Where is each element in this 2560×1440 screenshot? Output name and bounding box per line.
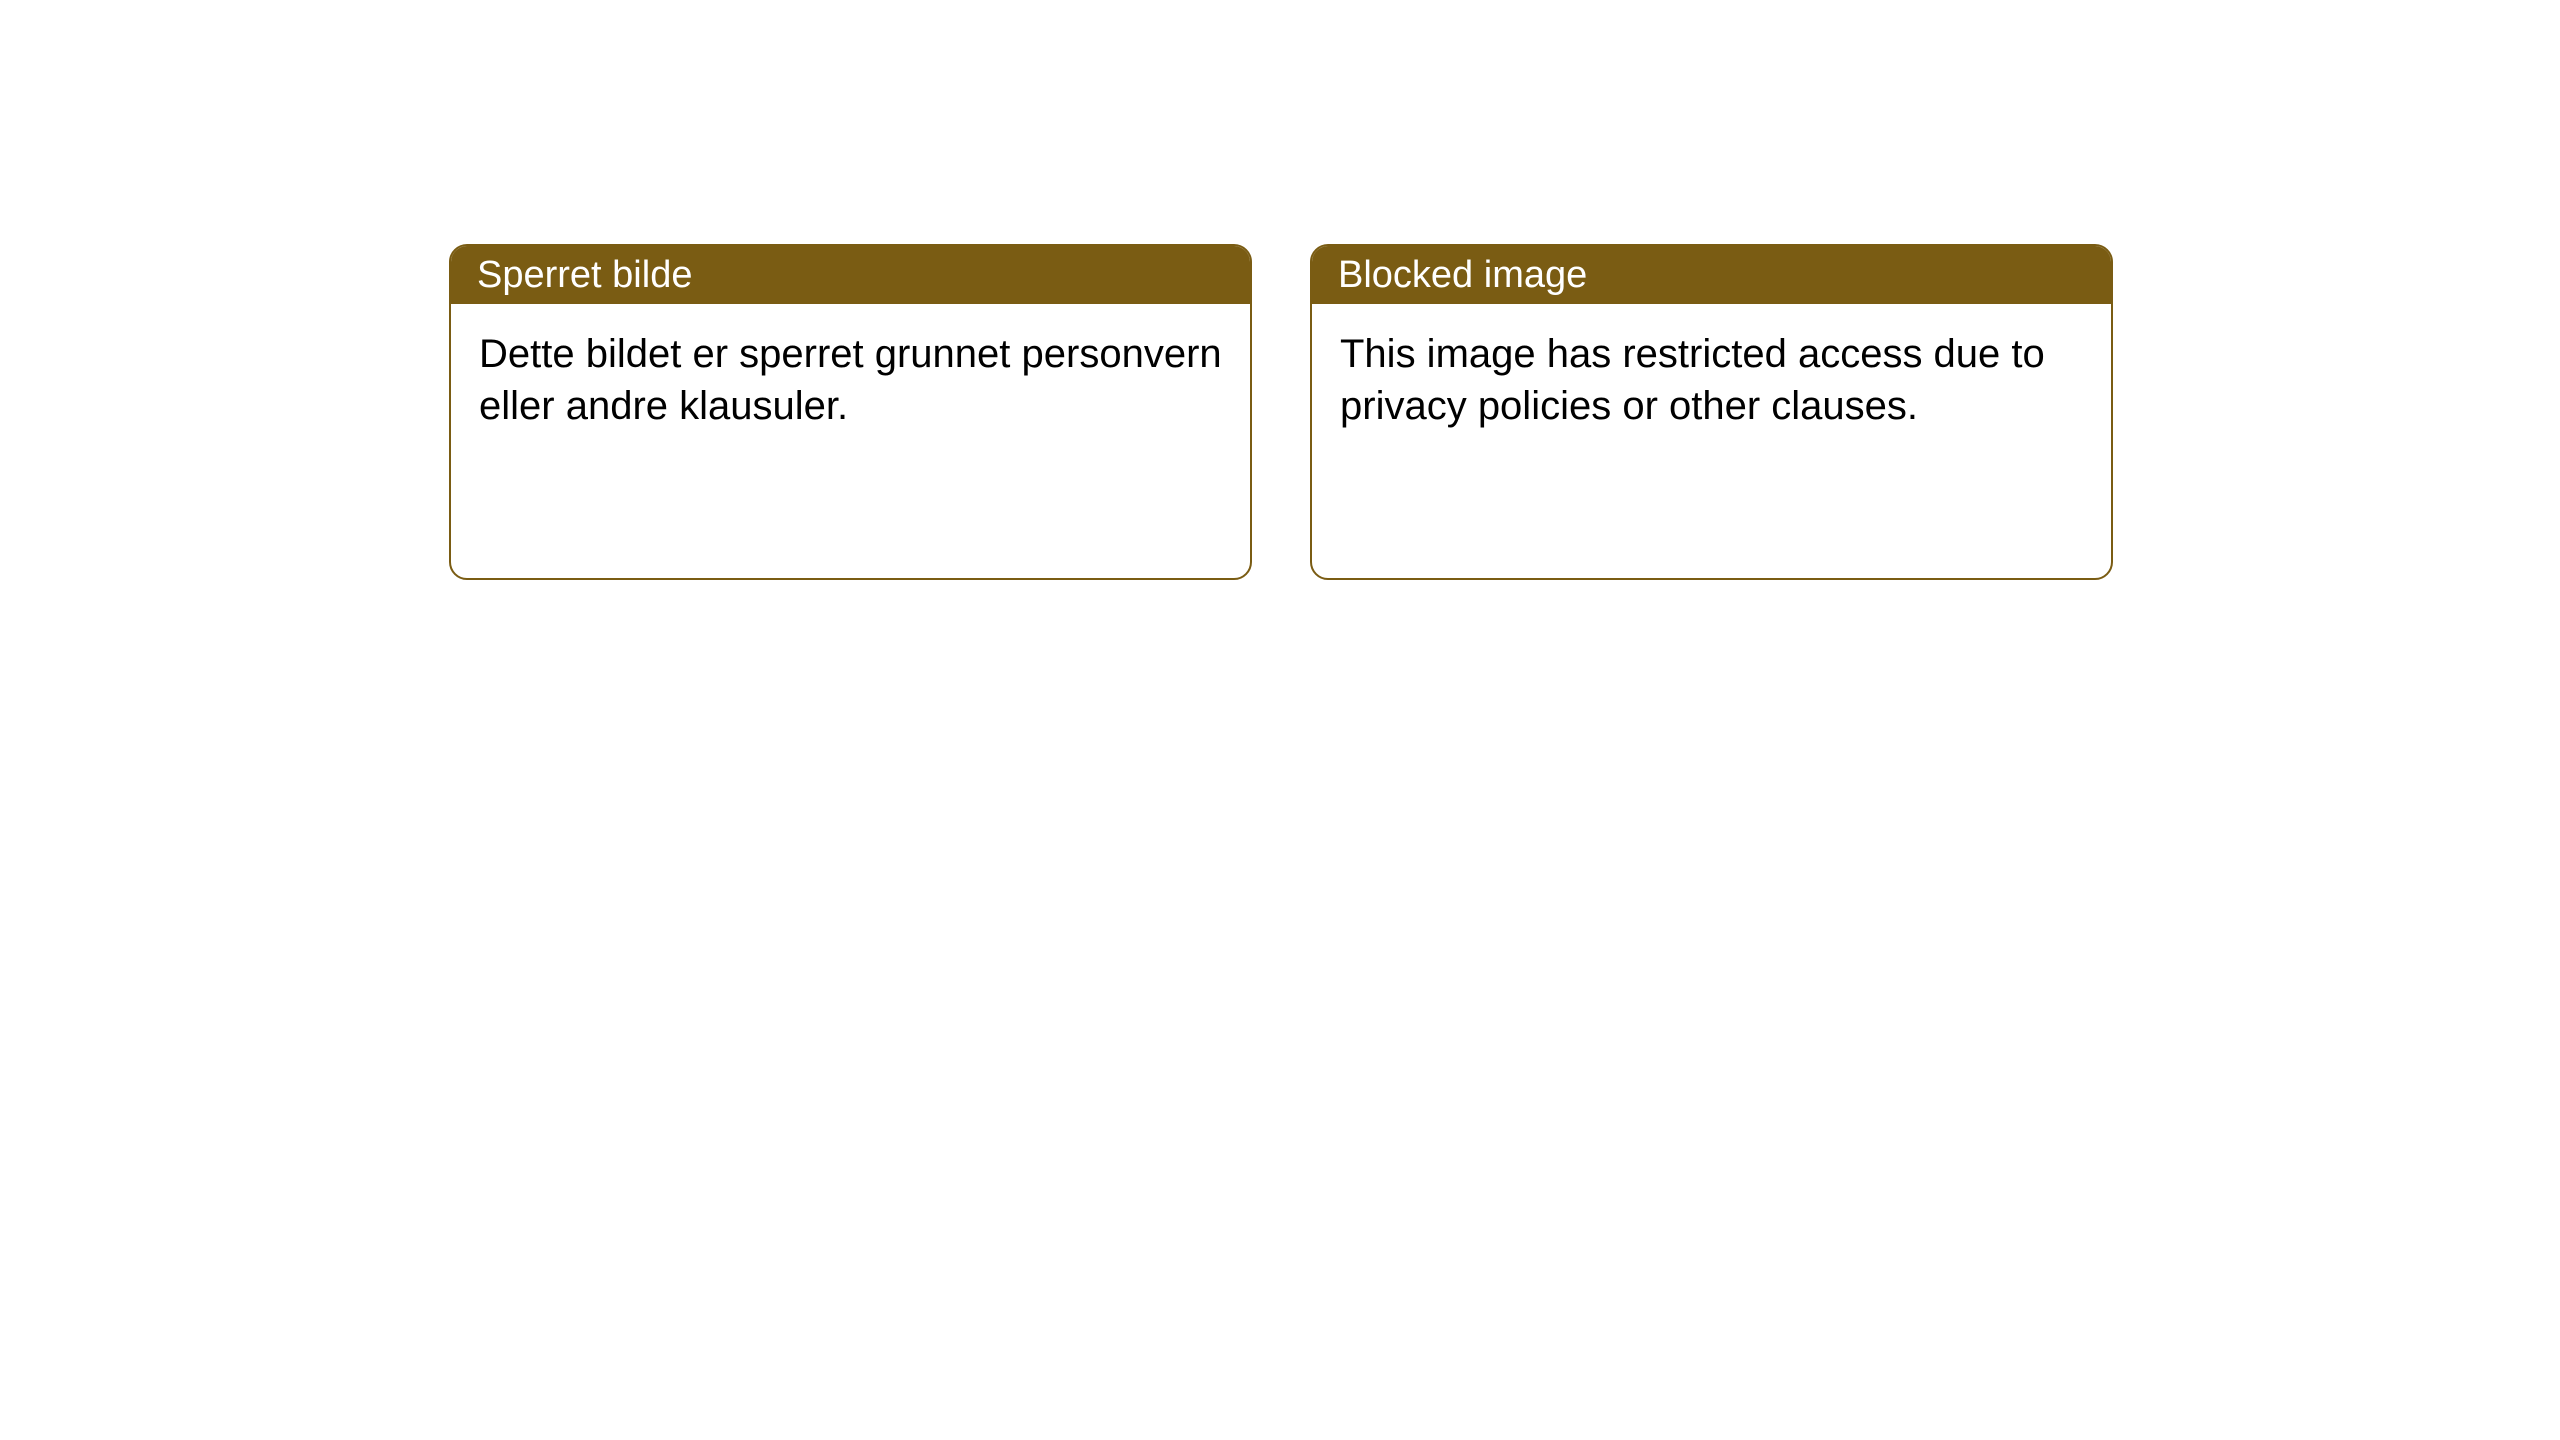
notice-card-en-title: Blocked image bbox=[1338, 254, 1587, 297]
notice-card-no-body: Dette bildet er sperret grunnet personve… bbox=[451, 304, 1250, 456]
notice-card-no-text: Dette bildet er sperret grunnet personve… bbox=[479, 332, 1222, 428]
notice-card-en-header: Blocked image bbox=[1312, 246, 2111, 304]
notice-card-no: Sperret bilde Dette bildet er sperret gr… bbox=[449, 244, 1252, 580]
notice-card-en-body: This image has restricted access due to … bbox=[1312, 304, 2111, 456]
notice-card-en-text: This image has restricted access due to … bbox=[1340, 332, 2045, 428]
notice-card-en: Blocked image This image has restricted … bbox=[1310, 244, 2113, 580]
notice-card-no-header: Sperret bilde bbox=[451, 246, 1250, 304]
page-stage: Sperret bilde Dette bildet er sperret gr… bbox=[0, 0, 2560, 1440]
notice-card-no-title: Sperret bilde bbox=[477, 254, 692, 297]
